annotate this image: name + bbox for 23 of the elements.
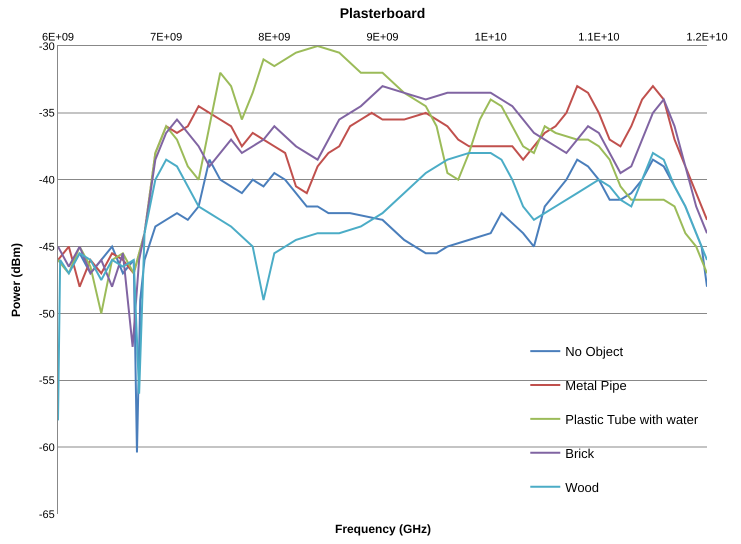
- line-series: [58, 85, 707, 348]
- legend-label: Brick: [565, 446, 595, 461]
- x-tick-label: 1.2E+10: [686, 32, 728, 44]
- y-tick-label: -60: [38, 442, 55, 454]
- legend-label: Wood: [565, 480, 600, 495]
- x-tick-label: 9E+09: [366, 32, 399, 44]
- x-tick-label: 8E+09: [258, 32, 290, 44]
- y-axis-title: Power (dBm): [9, 242, 24, 318]
- y-tick-label: -35: [38, 108, 55, 120]
- legend-label: Plastic Tube with water: [565, 412, 699, 427]
- y-tick-label: -30: [38, 40, 55, 53]
- x-tick-label: 7E+09: [150, 32, 182, 44]
- x-tick-label: 1E+10: [474, 32, 507, 44]
- chart-title: Plasterboard: [340, 4, 426, 21]
- x-tick-label: 1.1E+10: [578, 32, 620, 44]
- legend-label: Metal Pipe: [565, 378, 627, 394]
- y-tick-label: -40: [38, 174, 55, 187]
- legend-label: No Object: [565, 344, 624, 360]
- y-tick-label: -65: [38, 508, 55, 521]
- y-tick-label: -55: [38, 375, 55, 388]
- y-tick-label: -50: [38, 308, 55, 320]
- y-tick-label: -45: [38, 241, 55, 254]
- x-axis-title: Frequency (GHz): [335, 522, 432, 536]
